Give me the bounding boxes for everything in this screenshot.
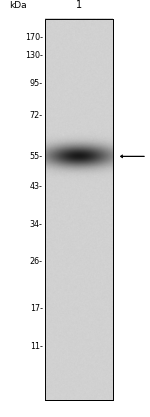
- Text: 95-: 95-: [30, 79, 43, 88]
- Text: 11-: 11-: [30, 342, 43, 352]
- Text: 130-: 130-: [25, 50, 43, 60]
- Text: 72-: 72-: [30, 111, 43, 120]
- Bar: [45, 19, 112, 400]
- Text: 17-: 17-: [30, 304, 43, 313]
- Text: 26-: 26-: [30, 256, 43, 266]
- Text: 170-: 170-: [25, 33, 43, 42]
- Text: 34-: 34-: [30, 220, 43, 229]
- Text: kDa: kDa: [9, 1, 27, 10]
- Text: 55-: 55-: [30, 152, 43, 161]
- Text: 1: 1: [76, 0, 82, 10]
- Text: 43-: 43-: [30, 182, 43, 191]
- Bar: [45, 19, 112, 400]
